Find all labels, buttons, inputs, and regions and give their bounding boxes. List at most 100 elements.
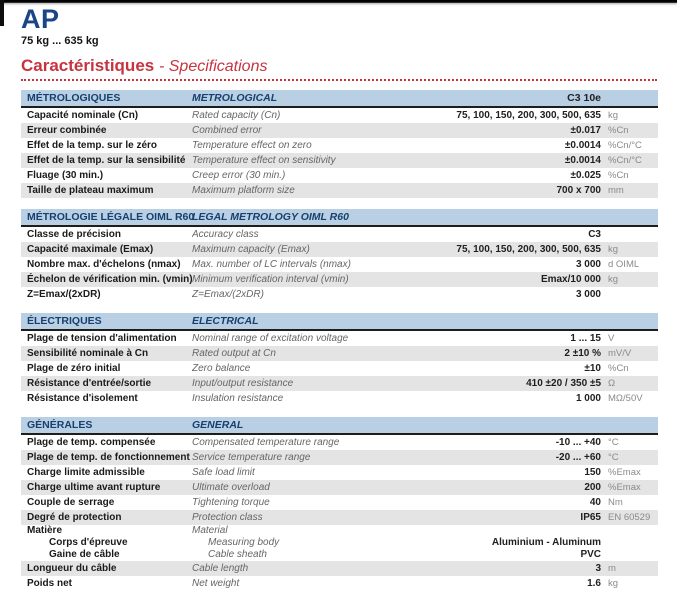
section-header-unit — [601, 313, 658, 329]
spec-section: GÉNÉRALES GENERAL Plage de temp. compens… — [21, 417, 658, 591]
spec-label-fr: Résistance d'isolement — [27, 393, 138, 404]
spec-value: 75, 100, 150, 200, 300, 500, 635 — [456, 110, 601, 121]
section-rows: Plage de tension d'alimentation Nominal … — [21, 331, 658, 406]
spec-label-en: Nominal range of excitation voltage — [192, 333, 349, 344]
spec-label-en: Temperature effect on sensitivity — [192, 155, 336, 166]
spec-row: Gaine de câble Cable sheath PVC — [21, 549, 658, 561]
spec-label-fr: Charge ultime avant rupture — [27, 482, 161, 493]
spec-unit: mV/V — [608, 348, 632, 359]
spec-label-en: Combined error — [192, 125, 262, 136]
spec-label-fr: Résistance d'entrée/sortie — [27, 378, 152, 389]
section-header-value — [424, 209, 601, 225]
spec-unit: kg — [608, 110, 619, 121]
section-header-unit — [601, 417, 658, 433]
spec-label-en: Tightening torque — [192, 497, 270, 508]
spec-label-en: Accuracy class — [192, 229, 259, 240]
spec-unit: %Emax — [608, 467, 641, 478]
spec-unit: %Cn/°C — [608, 140, 642, 151]
spec-row: Matière Material — [21, 525, 658, 537]
section-header-en: GENERAL — [192, 419, 244, 431]
page-top-edge — [0, 0, 677, 3]
spec-label-fr: Corps d'épreuve — [49, 537, 128, 548]
spec-unit: kg — [608, 578, 619, 589]
spec-label-en: Compensated temperature range — [192, 437, 340, 448]
spec-row: Résistance d'entrée/sortie Input/output … — [21, 376, 658, 391]
spec-row: Nombre max. d'échelons (nmax) Max. numbe… — [21, 257, 658, 272]
spec-label-fr: Plage de tension d'alimentation — [27, 333, 177, 344]
section-rows: Classe de précision Accuracy class C3 Ca… — [21, 227, 658, 302]
specifications-table: MÉTROLOGIQUES METROLOGICAL C3 10e Capaci… — [21, 90, 658, 591]
spec-label-en: Input/output resistance — [192, 378, 294, 389]
spec-value: -20 ... +60 — [555, 452, 601, 463]
spec-value: 1.6 — [587, 578, 601, 589]
spec-label-en: Z=Emax/(2xDR) — [192, 289, 264, 300]
spec-label-en: Rated output at Cn — [192, 348, 276, 359]
spec-label-fr: Erreur combinée — [27, 125, 107, 136]
spec-label-fr: Charge limite admissible — [27, 467, 145, 478]
spec-value: Aluminium - Aluminum — [491, 537, 601, 548]
spec-unit: %Cn/°C — [608, 155, 642, 166]
specifications-heading-fr: Caractéristiques — [21, 56, 155, 75]
spec-section: MÉTROLOGIQUES METROLOGICAL C3 10e Capaci… — [21, 90, 658, 198]
spec-value: PVC — [580, 549, 601, 560]
section-header-unit — [601, 209, 658, 225]
spec-row: Effet de la temp. sur la sensibilité Tem… — [21, 153, 658, 168]
capacity-range: 75 kg ... 635 kg — [21, 35, 99, 47]
spec-row: Plage de temp. de fonctionnement Service… — [21, 450, 658, 465]
page-corner-edge — [0, 0, 4, 26]
spec-unit: kg — [608, 244, 619, 255]
spec-row: Taille de plateau maximum Maximum platfo… — [21, 183, 658, 198]
spec-label-fr: Classe de précision — [27, 229, 121, 240]
spec-label-en: Measuring body — [208, 537, 280, 548]
spec-value: ±0.0014 — [564, 155, 601, 166]
spec-label-fr: Effet de la temp. sur le zéro — [27, 140, 158, 151]
spec-row: Effet de la temp. sur le zéro Temperatur… — [21, 138, 658, 153]
spec-unit: %Cn — [608, 363, 629, 374]
spec-label-en: Material — [192, 525, 228, 536]
spec-label-en: Net weight — [192, 578, 240, 589]
spec-row: Charge limite admissible Safe load limit… — [21, 465, 658, 480]
spec-value: 410 ±20 / 350 ±5 — [526, 378, 601, 389]
spec-unit: %Emax — [608, 482, 641, 493]
section-header-unit — [601, 90, 658, 106]
spec-value: ±0.0014 — [564, 140, 601, 151]
spec-row: Capacité nominale (Cn) Rated capacity (C… — [21, 108, 658, 123]
spec-row: Poids net Net weight 1.6 kg — [21, 576, 658, 591]
section-rows: Capacité nominale (Cn) Rated capacity (C… — [21, 108, 658, 198]
spec-value: -10 ... +40 — [555, 437, 601, 448]
spec-row: Couple de serrage Tightening torque 40 N… — [21, 495, 658, 510]
spec-label-fr: Couple de serrage — [27, 497, 115, 508]
spec-value: 200 — [584, 482, 601, 493]
spec-unit: mm — [608, 185, 624, 196]
spec-label-fr: Plage de temp. de fonctionnement — [27, 452, 190, 463]
spec-unit: m — [608, 563, 616, 574]
specifications-heading-en: - Specifications — [158, 58, 268, 75]
section-header-fr: MÉTROLOGIQUES — [27, 92, 121, 104]
spec-label-fr: Z=Emax/(2xDR) — [27, 289, 101, 300]
spec-value: Emax/10 000 — [540, 274, 601, 285]
spec-label-en: Cable sheath — [208, 549, 267, 560]
section-header-en: LEGAL METROLOGY OIML R60 — [192, 211, 349, 223]
spec-row: Corps d'épreuve Measuring body Aluminium… — [21, 537, 658, 549]
spec-unit — [601, 549, 658, 561]
spec-value: 2 ±10 % — [564, 348, 601, 359]
spec-label-en: Creep error (30 min.) — [192, 170, 286, 181]
spec-label-fr: Degré de protection — [27, 512, 122, 523]
spec-unit: EN 60529 — [608, 512, 651, 523]
spec-unit — [601, 287, 658, 302]
spec-label-en: Protection class — [192, 512, 263, 523]
section-header-fr: MÉTROLOGIE LÉGALE OIML R60 — [27, 211, 195, 223]
spec-label-en: Temperature effect on zero — [192, 140, 312, 151]
spec-value: 3 000 — [575, 289, 601, 300]
spec-unit: °C — [608, 452, 619, 463]
spec-unit: d OIML — [608, 259, 640, 270]
section-header-fr: GÉNÉRALES — [27, 419, 93, 431]
section-header-en: ELECTRICAL — [192, 315, 259, 327]
spec-label-fr: Capacité maximale (Emax) — [27, 244, 154, 255]
spec-label-en: Service temperature range — [192, 452, 311, 463]
spec-row: Résistance d'isolement Insulation resist… — [21, 391, 658, 406]
spec-unit: °C — [608, 437, 619, 448]
spec-label-fr: Effet de la temp. sur la sensibilité — [27, 155, 186, 166]
spec-value: 75, 100, 150, 200, 300, 500, 635 — [456, 244, 601, 255]
